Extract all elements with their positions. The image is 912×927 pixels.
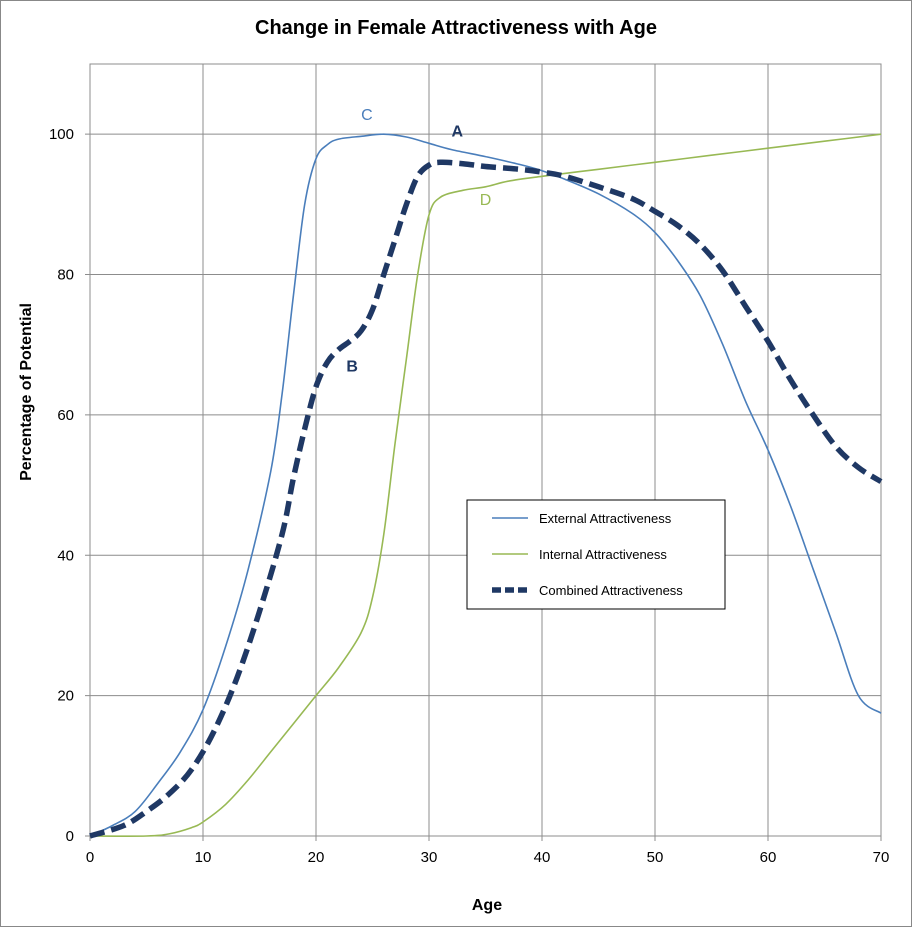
series-line-internal-attractiveness [89,133,882,837]
y-tick-label: 0 [66,828,74,845]
annotation-d: D [480,192,492,209]
series-line-external-attractiveness [89,133,882,837]
series-lines [89,133,883,839]
y-axis-label: Percentage of Potential [18,303,35,481]
x-tick-label: 40 [534,849,551,866]
annotation-a: A [451,123,463,140]
y-tick-label: 100 [49,126,74,143]
annotation-b: B [346,358,358,375]
legend-label-internal-attractiveness: Internal Attractiveness [539,547,667,562]
y-tick-label: 40 [57,547,74,564]
legend-label-external-attractiveness: External Attractiveness [539,511,672,526]
legend-label-combined-attractiveness: Combined Attractiveness [539,583,683,598]
plot-area [89,63,882,837]
y-tick-label: 80 [57,267,74,284]
series-line-combined-attractiveness [89,159,883,839]
legend: External Attractiveness Internal Attracti… [466,499,726,610]
chart-title: Change in Female Attractiveness with Age [255,17,657,39]
y-tick-label: 60 [57,407,74,424]
x-tick-label: 20 [308,849,325,866]
x-tick-label: 30 [421,849,438,866]
grid [85,63,882,841]
x-tick-label: 70 [873,849,890,866]
x-tick-label: 0 [86,849,94,866]
x-tick-label: 60 [760,849,777,866]
annotation-c: C [361,107,373,124]
x-axis-label: Age [472,897,502,914]
y-tick-label: 20 [57,688,74,705]
x-tick-label: 10 [195,849,212,866]
tick-labels: 0 10 20 30 40 50 60 70 0 20 40 60 80 100 [49,126,889,866]
x-tick-label: 50 [647,849,664,866]
annotations: C A B D [346,107,491,375]
